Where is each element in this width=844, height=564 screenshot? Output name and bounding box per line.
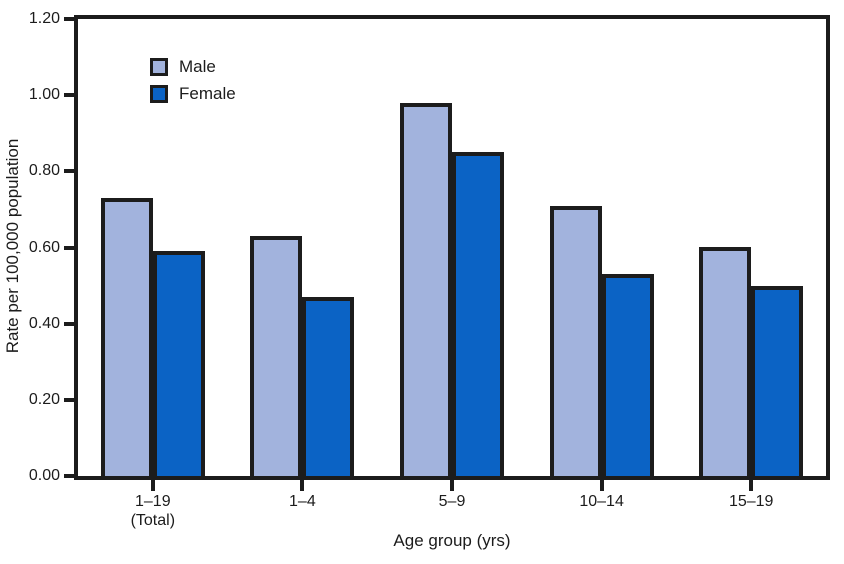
y-tick-mark-0-80 [64,169,75,174]
x-tick-label-line: (Total) [130,512,176,529]
x-tick-label-15-19: 15–19 [681,492,821,511]
y-tick-label-0-20: 0.20 [28,390,60,408]
legend-label-male: Male [179,57,216,76]
x-tick-label-line: 5–9 [438,493,466,510]
y-tick-label-0-40: 0.40 [28,314,60,332]
legend-item-female: Female [150,84,236,104]
bar-male-1-4 [250,236,303,476]
y-tick-mark-0-20 [64,397,75,402]
bar-male-10-14 [549,206,602,476]
x-tick-mark-15-19 [749,479,754,491]
x-tick-label-5-9: 5–9 [382,492,522,511]
y-tick-label-0-00: 0.00 [28,467,60,484]
bar-female-15-19 [751,286,804,476]
x-tick-label-line: 1–4 [289,493,316,510]
x-tick-label-line: 15–19 [728,493,774,510]
x-tick-mark-1-4 [300,479,305,491]
legend-swatch-female [150,85,168,103]
x-tick-label-line: 1–19 [135,493,171,510]
legend: Male Female [150,57,236,104]
y-tick-mark-1-20 [64,17,75,21]
y-tick-label-0-60: 0.60 [28,238,60,256]
y-tick-mark-0-00 [64,474,75,478]
x-tick-mark-1-19-total [150,479,155,491]
y-tick-mark-0-40 [64,321,75,326]
legend-swatch-male [150,58,168,76]
bar-male-5-9 [400,103,452,476]
x-tick-label-10-14: 10–14 [532,492,672,511]
bar-female-5-9 [452,152,504,476]
y-tick-label-0-80: 0.80 [28,162,60,180]
y-tick-mark-1-00 [64,93,75,98]
x-tick-mark-10-14 [599,479,604,491]
bar-female-10-14 [601,274,654,476]
bar-female-1-4 [302,297,355,476]
x-tick-label-line: 10–14 [579,493,624,510]
x-axis-title: Age group (yrs) [393,531,511,550]
x-tick-mark-5-9 [450,479,454,491]
bar-male-1-19-total [100,198,153,476]
legend-label-female: Female [179,84,236,103]
plot-area: Male Female [74,15,830,480]
bar-female-1-19-total [152,251,205,476]
y-tick-mark-0-60 [64,245,75,250]
x-tick-label-1-19-total: 1–19 (Total) [83,492,223,530]
bar-male-15-19 [699,247,752,476]
y-tick-label-1-00: 1.00 [28,86,60,104]
legend-item-male: Male [150,57,236,77]
bars-layer [78,19,826,476]
y-tick-label-1-20: 1.20 [28,10,60,27]
x-tick-label-1-4: 1–4 [232,492,372,511]
